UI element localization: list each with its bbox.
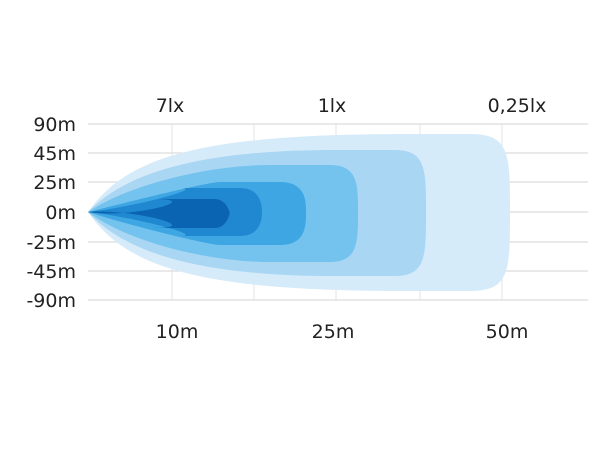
x-label-50m: 50m [486, 321, 529, 343]
y-label: 45m [33, 143, 76, 165]
lux-label-7: 7lx [156, 95, 185, 117]
y-label: -90m [26, 290, 76, 312]
lux-label-1: 1lx [318, 95, 347, 117]
y-label: 0m [45, 202, 76, 224]
beam-zone-6 [88, 199, 230, 228]
top-labels: 7lx 1lx 0,25lx [156, 95, 547, 117]
y-label: -45m [26, 261, 76, 283]
x-label-10m: 10m [156, 321, 199, 343]
y-label: 90m [33, 114, 76, 136]
y-label: -25m [26, 232, 76, 254]
x-axis-labels: 10m 25m 50m [156, 321, 529, 343]
y-label: 25m [33, 172, 76, 194]
x-label-25m: 25m [312, 321, 355, 343]
lux-label-025: 0,25lx [488, 95, 547, 117]
beam-zones [88, 134, 510, 291]
y-axis-labels: 90m 45m 25m 0m -25m -45m -90m [26, 114, 76, 312]
